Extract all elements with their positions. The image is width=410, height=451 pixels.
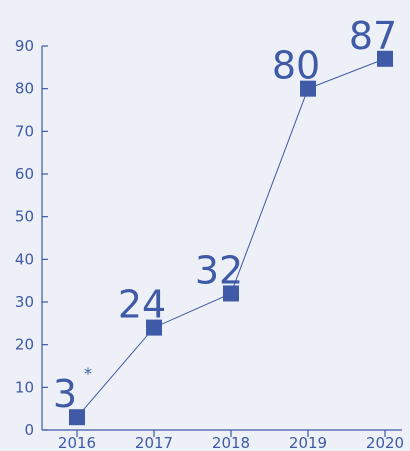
data-point-marker [300, 80, 316, 97]
x-tick-label: 2017 [135, 434, 173, 451]
y-tick-label: 50 [15, 208, 34, 226]
data-label: 87 [349, 14, 397, 58]
data-label: 32 [195, 248, 243, 292]
x-tick-label: 2018 [212, 434, 250, 451]
y-tick-label: 30 [15, 293, 34, 311]
y-tick-label: 60 [15, 165, 34, 183]
x-axis: 2016 2017 2018 2019 2020 [42, 429, 404, 451]
data-point-marker [377, 50, 393, 67]
y-axis: 0 10 20 30 40 50 60 70 80 90 [15, 37, 48, 439]
y-tick-label: 80 [15, 80, 34, 98]
data-point-marker [146, 319, 162, 336]
data-label: 3 [53, 372, 77, 416]
data-label: 24 [118, 283, 166, 327]
data-point-marker [69, 409, 85, 426]
data-label: 80 [272, 44, 320, 88]
x-tick-label: 2020 [366, 434, 404, 451]
y-tick-label: 90 [15, 37, 34, 55]
y-tick-label: 40 [15, 250, 34, 268]
y-tick-label: 10 [15, 378, 34, 396]
series-line-group [69, 50, 393, 426]
y-tick-label: 70 [15, 122, 34, 140]
y-tick-label: 20 [15, 336, 34, 354]
series-line [76, 58, 386, 418]
y-tick-label: 0 [24, 421, 34, 439]
data-point-marker [223, 285, 239, 302]
footnote-marker: * [84, 364, 92, 383]
data-label-group: 3 * 24 32 80 87 [53, 14, 397, 416]
x-tick-label: 2019 [289, 434, 327, 451]
x-tick-label: 2016 [58, 434, 96, 451]
